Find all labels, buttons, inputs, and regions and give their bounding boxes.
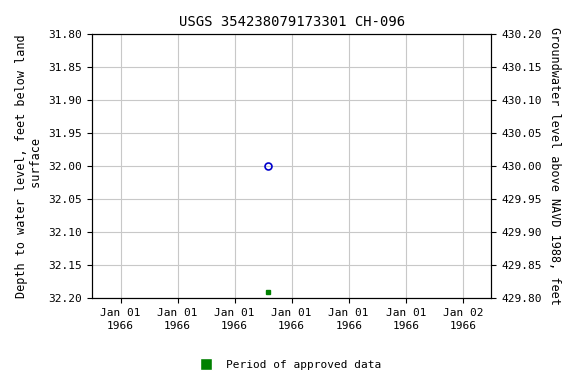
Y-axis label: Groundwater level above NAVD 1988, feet: Groundwater level above NAVD 1988, feet xyxy=(548,28,561,305)
Title: USGS 354238079173301 CH-096: USGS 354238079173301 CH-096 xyxy=(179,15,405,29)
Y-axis label: Depth to water level, feet below land
 surface: Depth to water level, feet below land su… xyxy=(15,35,43,298)
Legend: Period of approved data: Period of approved data xyxy=(191,356,385,375)
